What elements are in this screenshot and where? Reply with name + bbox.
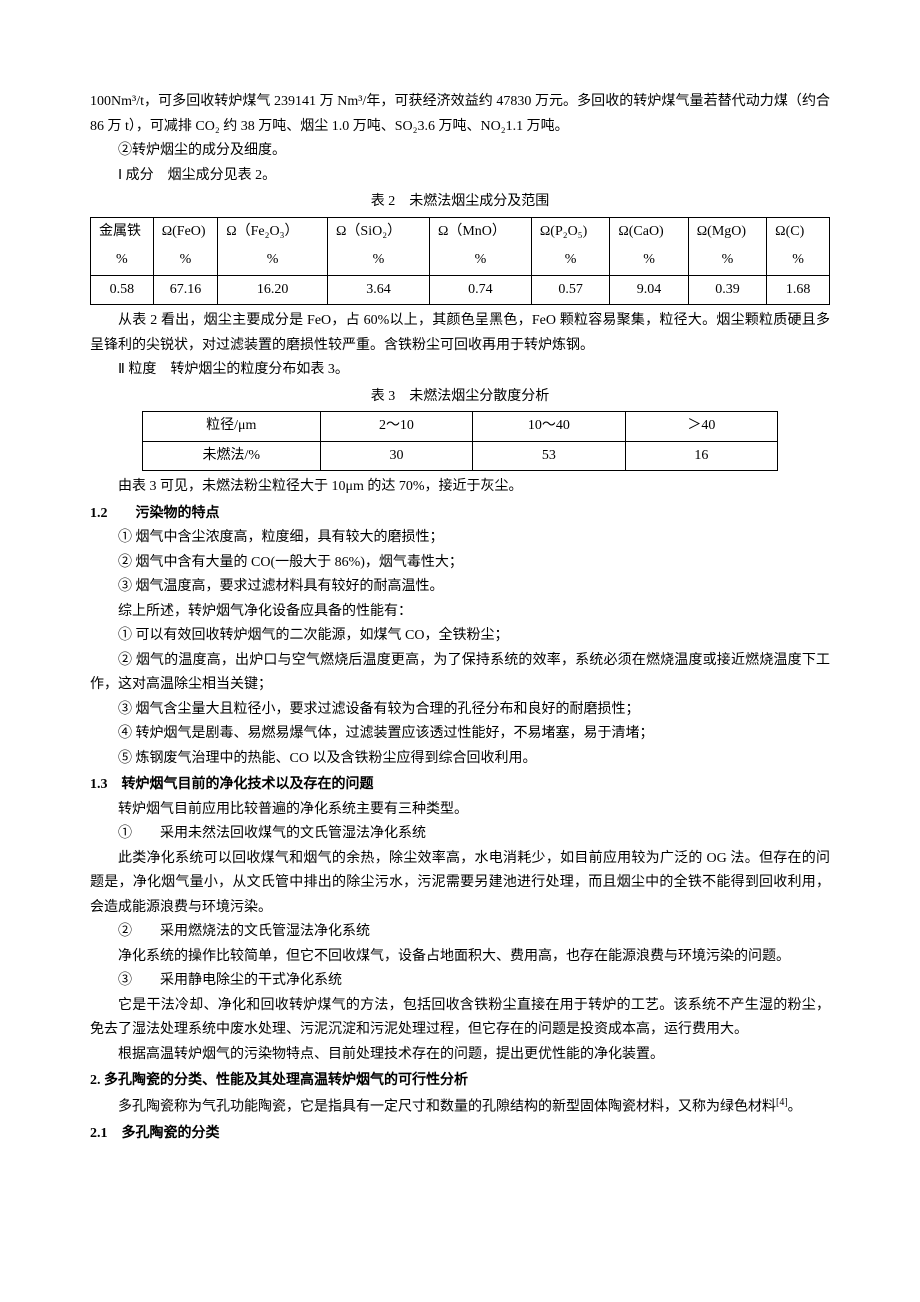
after-table2-p2: Ⅱ 粒度 转炉烟尘的粒度分布如表 3。 [90, 358, 830, 383]
sec12-item-4: 综上所述，转炉烟气净化设备应具备的性能有： [90, 600, 830, 625]
section-1-2-title: 1.2 污染物的特点 [90, 502, 830, 527]
table2-caption: 表 2 未燃法烟尘成分及范围 [90, 190, 830, 215]
table2-u5: % [531, 246, 609, 275]
sec12-item-5: ① 可以有效回收转炉烟气的二次能源，如煤气 CO，全铁粉尘； [90, 624, 830, 649]
table3-r1c1: 2～10 [320, 412, 472, 442]
table2-v0: 0.58 [91, 275, 154, 305]
sec2-body-suffix: 。 [788, 1099, 802, 1114]
table3-row2: 未燃法/% 30 53 16 [142, 441, 777, 471]
table2-u3: % [328, 246, 430, 275]
table2-v8: 1.68 [767, 275, 830, 305]
table3-r1c2: 10～40 [473, 412, 625, 442]
table2-h1: Ω(FeO) [153, 217, 217, 246]
table2-v3: 3.64 [328, 275, 430, 305]
table2-v7: 0.39 [688, 275, 766, 305]
table2: 金属铁 Ω(FeO) Ω（Fe₂O₃） Ω（SiO₂） Ω（MnO） Ω(P₂O… [90, 217, 830, 306]
after-table3-p: 由表 3 可见，未燃法粉尘粒径大于 10μm 的达 70%，接近于灰尘。 [90, 475, 830, 500]
table3-r2c3: 16 [625, 441, 778, 471]
sec13-method2-body: 净化系统的操作比较简单，但它不回收煤气，设备占地面积大、费用高，也存在能源浪费与… [90, 945, 830, 970]
table2-v6: 9.04 [610, 275, 688, 305]
table2-h5: Ω(P₂O₅) [531, 217, 609, 246]
sec2-body: 多孔陶瓷称为气孔功能陶瓷，它是指具有一定尺寸和数量的孔隙结构的新型固体陶瓷材料，… [90, 1094, 830, 1120]
sec12-item-8: ④ 转炉烟气是剧毒、易燃易爆气体，过滤装置应该透过性能好，不易堵塞，易于清堵； [90, 722, 830, 747]
table2-unit-row: % % % % % % % % % [91, 246, 830, 275]
table2-u6: % [610, 246, 688, 275]
sec13-method1-body: 此类净化系统可以回收煤气和烟气的余热，除尘效率高，水电消耗少，如目前应用较为广泛… [90, 847, 830, 921]
sec12-item-6: ② 烟气的温度高，出炉口与空气燃烧后温度更高，为了保持系统的效率，系统必须在燃烧… [90, 649, 830, 698]
table3-r2c2: 53 [473, 441, 625, 471]
table2-value-row: 0.58 67.16 16.20 3.64 0.74 0.57 9.04 0.3… [91, 275, 830, 305]
table2-u4: % [429, 246, 531, 275]
table2-h7: Ω(MgO) [688, 217, 766, 246]
table2-h8: Ω(C) [767, 217, 830, 246]
table3-caption: 表 3 未燃法烟尘分散度分析 [90, 385, 830, 410]
sec12-item-1: ① 烟气中含尘浓度高，粒度细，具有较大的磨损性； [90, 526, 830, 551]
table2-v4: 0.74 [429, 275, 531, 305]
sec2-ref: [4] [776, 1097, 788, 1108]
table2-v2: 16.20 [218, 275, 328, 305]
table2-u0: % [91, 246, 154, 275]
intro-paragraph-1: 100Nm³/t，可多回收转炉煤气 239141 万 Nm³/年，可获经济效益约… [90, 90, 830, 139]
table2-u8: % [767, 246, 830, 275]
table3-row1: 粒径/μm 2～10 10～40 ＞40 [142, 412, 777, 442]
table2-u2: % [218, 246, 328, 275]
table3-r2c1: 30 [320, 441, 472, 471]
sec13-method3-title: ③ 采用静电除尘的干式净化系统 [90, 969, 830, 994]
table3-r1c3: ＞40 [625, 412, 778, 442]
table3: 粒径/μm 2～10 10～40 ＞40 未燃法/% 30 53 16 [142, 411, 778, 471]
sec13-lead: 转炉烟气目前应用比较普遍的净化系统主要有三种类型。 [90, 798, 830, 823]
sec13-method3-body: 它是干法冷却、净化和回收转炉煤气的方法，包括回收含铁粉尘直接在用于转炉的工艺。该… [90, 994, 830, 1043]
sec13-tail: 根据高温转炉烟气的污染物特点、目前处理技术存在的问题，提出更优性能的净化装置。 [90, 1043, 830, 1068]
table2-h2: Ω（Fe₂O₃） [218, 217, 328, 246]
sec12-item-9: ⑤ 炼钢废气治理中的热能、CO 以及含铁粉尘应得到综合回收利用。 [90, 747, 830, 772]
section-1-3-title: 1.3 转炉烟气目前的净化技术以及存在的问题 [90, 773, 830, 798]
table2-header-row: 金属铁 Ω(FeO) Ω（Fe₂O₃） Ω（SiO₂） Ω（MnO） Ω(P₂O… [91, 217, 830, 246]
table2-u7: % [688, 246, 766, 275]
table2-h0: 金属铁 [91, 217, 154, 246]
section-2-1-title: 2.1 多孔陶瓷的分类 [90, 1122, 830, 1147]
intro-paragraph-3: Ⅰ 成分 烟尘成分见表 2。 [90, 164, 830, 189]
sec13-method1-title: ① 采用未然法回收煤气的文氏管湿法净化系统 [90, 822, 830, 847]
intro-paragraph-2: ②转炉烟尘的成分及细度。 [90, 139, 830, 164]
table3-r2c0: 未燃法/% [142, 441, 320, 471]
sec2-body-prefix: 多孔陶瓷称为气孔功能陶瓷，它是指具有一定尺寸和数量的孔隙结构的新型固体陶瓷材料，… [118, 1099, 776, 1114]
sec13-method2-title: ② 采用燃烧法的文氏管湿法净化系统 [90, 920, 830, 945]
table3-r1c0: 粒径/μm [142, 412, 320, 442]
after-table2-p1: 从表 2 看出，烟尘主要成分是 FeO，占 60%以上，其颜色呈黑色，FeO 颗… [90, 309, 830, 358]
table2-v1: 67.16 [153, 275, 217, 305]
table2-v5: 0.57 [531, 275, 609, 305]
table2-h3: Ω（SiO₂） [328, 217, 430, 246]
table2-h6: Ω(CaO) [610, 217, 688, 246]
section-2-title: 2. 多孔陶瓷的分类、性能及其处理高温转炉烟气的可行性分析 [90, 1069, 830, 1094]
sec12-item-2: ② 烟气中含有大量的 CO(一般大于 86%)，烟气毒性大； [90, 551, 830, 576]
sec12-item-3: ③ 烟气温度高，要求过滤材料具有较好的耐高温性。 [90, 575, 830, 600]
sec12-item-7: ③ 烟气含尘量大且粒径小，要求过滤设备有较为合理的孔径分布和良好的耐磨损性； [90, 698, 830, 723]
table2-u1: % [153, 246, 217, 275]
table2-h4: Ω（MnO） [429, 217, 531, 246]
